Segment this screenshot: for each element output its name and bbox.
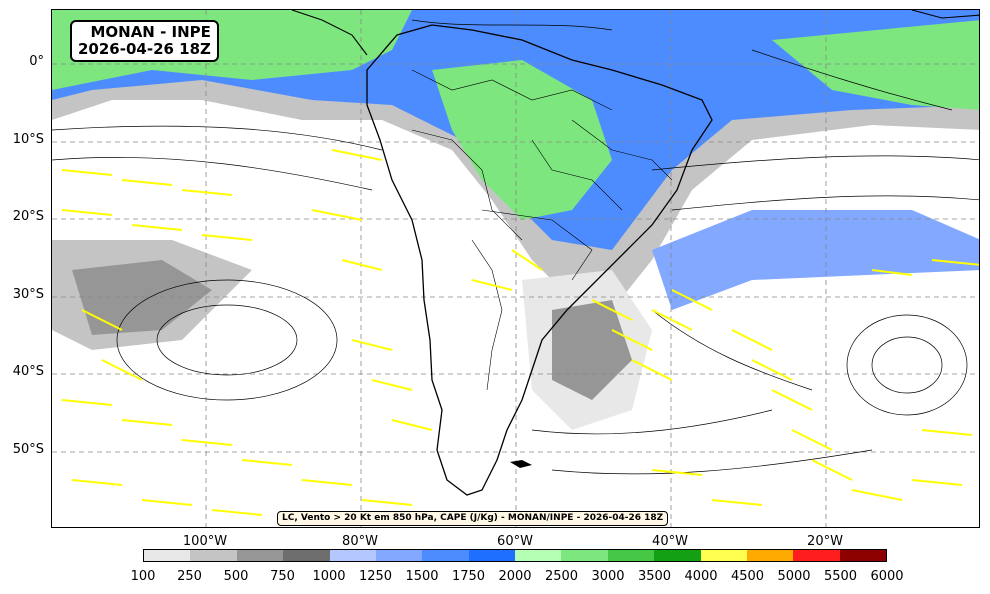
colorbar-tick-label: 6000	[870, 569, 904, 584]
colorbar-tick-label: 250	[177, 569, 202, 584]
colorbar-segment	[190, 550, 237, 561]
lon-label-60w: 60°W	[497, 534, 533, 549]
map-caption: LC, Vento > 20 Kt em 850 hPa, CAPE (J/Kg…	[277, 511, 669, 526]
lon-label-20w: 20°W	[807, 534, 843, 549]
colorbar-tick-label: 1500	[405, 569, 439, 584]
colorbar-tick-label: 750	[270, 569, 295, 584]
lon-label-40w: 40°W	[652, 534, 688, 549]
lat-label-10s: 10°S	[12, 132, 44, 147]
cape-shading	[52, 10, 979, 430]
colorbar-tick-label: 1250	[358, 569, 393, 584]
colorbar-segment	[561, 550, 608, 561]
colorbar-tick-label: 1000	[312, 569, 346, 584]
lat-label-50s: 50°S	[12, 442, 44, 457]
lat-label-0: 0°	[29, 54, 44, 69]
lat-label-30s: 30°S	[12, 287, 44, 302]
colorbar-tick-label: 3500	[637, 569, 672, 584]
falkland-islands	[510, 460, 532, 468]
colorbar-tick-label: 5500	[823, 569, 858, 584]
colorbar-segment	[793, 550, 840, 561]
colorbar-segment	[700, 550, 747, 561]
lon-label-80w: 80°W	[342, 534, 378, 549]
map-title: MONAN - INPE	[90, 23, 211, 41]
colorbar-tick-label: 5000	[777, 569, 811, 584]
colorbar-segment	[236, 550, 284, 561]
colorbar-tick-label: 4500	[730, 569, 765, 584]
africa-coastline	[911, 10, 979, 19]
colorbar-segment	[422, 550, 469, 561]
colorbar-segment	[515, 550, 562, 561]
lat-label-40s: 40°S	[12, 364, 44, 379]
colorbar-tick-label: 1750	[451, 569, 486, 584]
colorbar-tick-label: 2500	[544, 569, 579, 584]
colorbar-segment	[329, 550, 376, 561]
central-america-coastline	[291, 10, 368, 56]
colorbar-segment	[746, 550, 794, 561]
colorbar-tick-label: 100	[130, 569, 156, 584]
colorbar-segment	[607, 550, 655, 561]
lon-label-100w: 100°W	[182, 534, 228, 549]
strong-wind-arrows	[61, 149, 979, 516]
colorbar-segment	[654, 550, 701, 561]
country-borders	[411, 69, 673, 391]
south-america-coastline	[366, 24, 713, 496]
colorbar-segment	[283, 550, 330, 561]
streamlines	[52, 19, 979, 475]
map-panel	[51, 9, 980, 528]
cape-colorbar	[143, 549, 887, 562]
map-title-box: MONAN - INPE 2026-04-26 18Z	[70, 20, 219, 62]
colorbar-segment	[144, 550, 191, 561]
colorbar-tick-label: 4000	[684, 569, 718, 584]
colorbar-segment	[839, 550, 886, 561]
map-datetime: 2026-04-26 18Z	[78, 40, 211, 58]
colorbar-tick-label: 500	[223, 569, 249, 584]
lat-label-20s: 20°S	[12, 209, 44, 224]
colorbar-segment	[375, 550, 423, 561]
colorbar-segment	[468, 550, 515, 561]
map-canvas	[52, 10, 979, 527]
colorbar-tick-label: 3000	[591, 569, 625, 584]
colorbar-tick-label: 2000	[498, 569, 532, 584]
